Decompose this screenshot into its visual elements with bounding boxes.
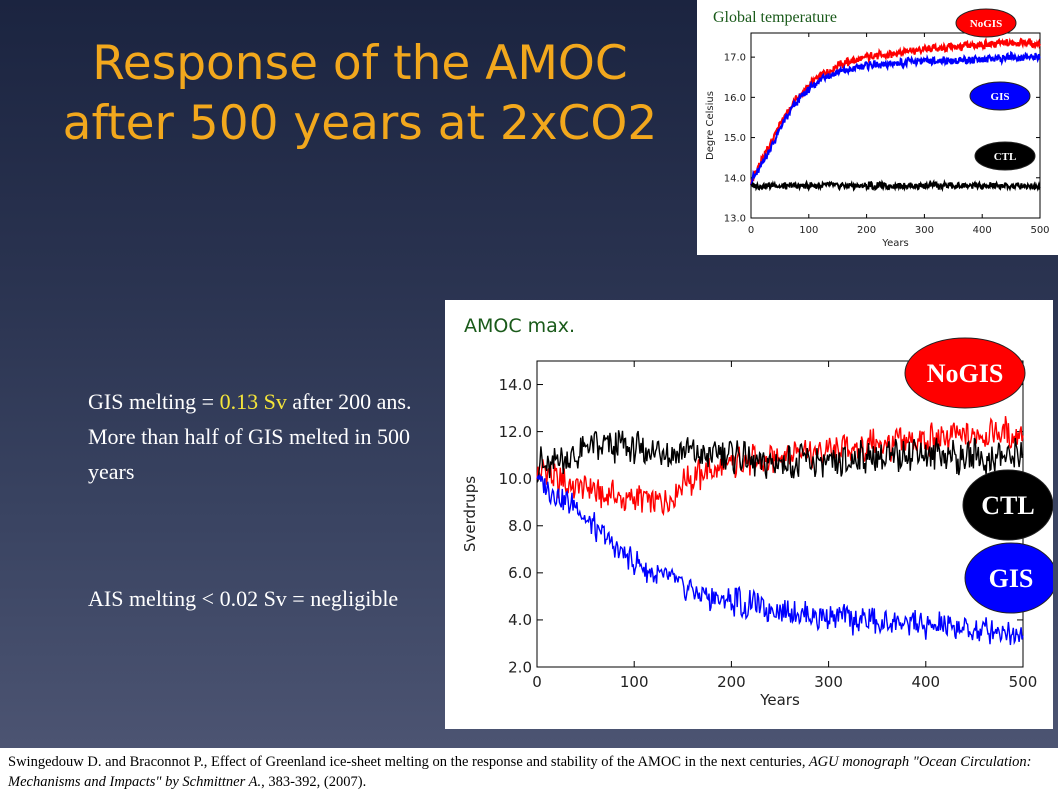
bullet-1-text: GIS melting = [88, 389, 220, 414]
global-temperature-chart: Global temperature 13.0 14.0 15.0 16.0 17.0 0 1… [705, 8, 1050, 249]
series-line-gis [750, 50, 1041, 186]
bullet-ais-melting: AIS melting < 0.02 Sv = negligible [18, 581, 428, 616]
y-tick-label: 10.0 [499, 470, 532, 488]
y-tick-label: 17.0 [724, 53, 746, 64]
plot-frame [750, 32, 1041, 219]
y-tick-label: 15.0 [724, 133, 746, 144]
y-axis-label: Sverdrups [461, 476, 479, 552]
series-line-ctl [536, 430, 1024, 483]
y-axis-label: Degre Celsius [705, 91, 716, 160]
x-tick-label: 500 [1009, 673, 1038, 691]
x-axis-label: Years [759, 691, 800, 709]
slide-background: Response of the AMOC after 500 years at … [0, 0, 1058, 748]
chart-title: AMOC max. [464, 315, 575, 337]
legend-label-ctl: CTL [994, 151, 1017, 163]
y-tick-label: 14.0 [724, 173, 746, 184]
x-tick-label: 500 [1030, 225, 1049, 236]
y-tick-label: 14.0 [499, 376, 532, 394]
bullet-2-text: AIS melting < 0.02 Sv = negligible [88, 586, 399, 611]
citation-text: Swingedouw D. and Braconnot P., Effect o… [8, 754, 806, 770]
y-tick-label: 2.0 [508, 658, 532, 676]
x-tick-label: 200 [857, 225, 876, 236]
x-tick-label: 200 [717, 673, 746, 691]
legend-label-gis: GIS [989, 564, 1034, 593]
legend-label-gis: GIS [991, 91, 1010, 103]
series-line-ctl [750, 178, 1041, 193]
legend-badge-nogis [904, 337, 1026, 409]
legend-badge-ctl [962, 469, 1053, 541]
amoc-max-panel: AMOC max. 2.0 4.0 6.0 8.0 10.0 12.0 14.0 0 100 200… [445, 300, 1053, 729]
title-line-1: Response of the AMOC [92, 36, 628, 91]
citation: Swingedouw D. and Braconnot P., Effect o… [8, 752, 1053, 792]
y-tick-label: 13.0 [724, 214, 746, 225]
bullet-1-highlight: 0.13 Sv [219, 389, 287, 414]
x-tick-label: 300 [915, 225, 934, 236]
x-tick-label: 300 [814, 673, 843, 691]
title-line-2: after 500 years at 2xCO2 [62, 96, 658, 151]
bullet-1-text-end: after 200 ans. More than half of GIS mel… [88, 389, 412, 484]
global-temperature-panel: Global temperature 13.0 14.0 15.0 16.0 17.0 0 1… [697, 0, 1058, 255]
x-tick-label: 100 [620, 673, 649, 691]
legend-label-ctl: CTL [981, 491, 1034, 520]
series-line-gis [536, 474, 1024, 646]
legend-badge-gis [969, 81, 1031, 111]
x-tick-label: 400 [973, 225, 992, 236]
legend-label-nogis: NoGIS [970, 18, 1002, 30]
chart-title: Global temperature [713, 9, 837, 26]
bullet-gis-melting: GIS melting = 0.13 Sv after 200 ans. Mor… [18, 384, 428, 489]
x-tick-label: 100 [799, 225, 818, 236]
legend-label-nogis: NoGIS [927, 359, 1004, 388]
slide-title: Response of the AMOC after 500 years at … [20, 34, 700, 154]
y-tick-label: 16.0 [724, 93, 746, 104]
series-line-nogis [536, 416, 1024, 517]
y-tick-label: 4.0 [508, 611, 532, 629]
citation-tail: , 383-392, (2007). [261, 774, 367, 790]
x-tick-label: 0 [532, 673, 542, 691]
x-axis-label: Years [881, 238, 908, 249]
citation-italic: AGU monograph "Ocean Circulation: Mechan… [8, 754, 1032, 790]
x-tick-label: 0 [748, 225, 754, 236]
legend-badge-gis [964, 542, 1053, 614]
y-tick-label: 12.0 [499, 423, 532, 441]
y-tick-label: 8.0 [508, 517, 532, 535]
x-tick-label: 400 [911, 673, 940, 691]
y-tick-label: 6.0 [508, 564, 532, 582]
legend-badge-ctl [974, 141, 1036, 171]
amoc-max-chart: AMOC max. 2.0 4.0 6.0 8.0 10.0 12.0 14.0 0 100 200… [461, 315, 1053, 709]
legend-badge-nogis [955, 8, 1017, 38]
